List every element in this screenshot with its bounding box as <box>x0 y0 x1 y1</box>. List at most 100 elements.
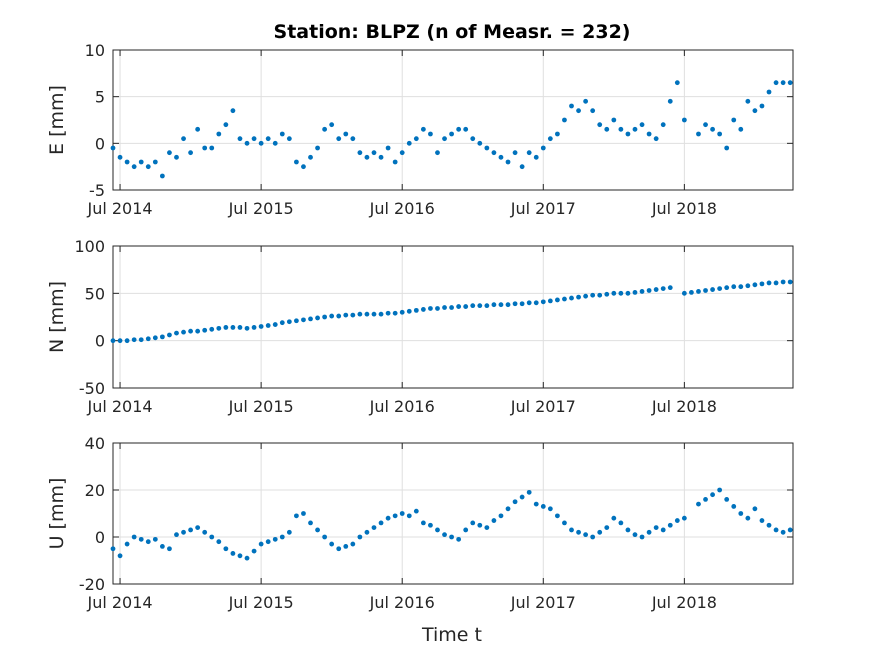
data-point <box>653 136 659 142</box>
data-point <box>773 80 779 86</box>
data-point <box>745 515 751 521</box>
data-point <box>223 325 229 330</box>
data-point <box>491 518 497 523</box>
data-point <box>519 164 525 170</box>
data-point <box>554 513 560 519</box>
panels: Jul 2014 Jul 2015 Jul 2016 Jul 2017 Jul 2018… <box>46 41 794 612</box>
data-point <box>308 316 313 322</box>
data-point <box>138 536 144 542</box>
data-point <box>533 501 539 507</box>
data-point <box>343 544 349 549</box>
x-tick-label: Jul 2014 <box>86 397 152 416</box>
data-point <box>752 108 758 114</box>
data-point <box>174 154 179 160</box>
data-point <box>731 117 737 123</box>
data-point <box>554 297 560 303</box>
data-point <box>350 541 356 547</box>
data-point <box>428 306 433 311</box>
data-point <box>202 529 208 535</box>
data-point <box>406 140 412 146</box>
data-point <box>604 525 610 530</box>
data-point <box>216 539 222 545</box>
y-tick-label: 100 <box>74 237 105 256</box>
data-point <box>498 513 504 519</box>
data-point <box>590 108 596 114</box>
data-point <box>632 126 638 132</box>
panel-U: Jul 2014 Jul 2015 Jul 2016 Jul 2017 Jul 2018… <box>46 434 794 612</box>
x-tick-label: Jul 2018 <box>651 593 717 612</box>
data-point <box>350 312 356 318</box>
data-point <box>674 80 680 86</box>
data-point <box>639 122 645 128</box>
data-point <box>703 288 708 293</box>
data-point <box>399 511 405 516</box>
data-point <box>265 136 271 142</box>
y-tick-label: 10 <box>85 41 105 60</box>
data-point <box>315 145 320 151</box>
data-point <box>611 515 617 521</box>
data-point <box>639 534 645 540</box>
y-tick-label: 20 <box>85 481 105 500</box>
data-point <box>597 529 603 535</box>
data-point <box>279 131 285 137</box>
data-point <box>244 555 250 561</box>
data-point <box>131 534 137 540</box>
data-point <box>547 136 553 142</box>
data-point <box>632 289 638 295</box>
data-point <box>604 126 610 132</box>
data-point <box>428 131 433 137</box>
data-point <box>681 290 687 296</box>
data-point <box>117 154 123 160</box>
data-point <box>569 527 574 533</box>
data-point <box>660 527 666 533</box>
data-point <box>251 548 257 554</box>
data-point <box>308 520 313 526</box>
data-point <box>710 287 715 292</box>
data-point <box>526 489 532 495</box>
data-point <box>449 131 454 137</box>
data-point <box>385 145 391 151</box>
data-point <box>286 529 292 535</box>
data-point <box>294 318 299 324</box>
axes-frame <box>112 245 794 389</box>
data-point <box>110 338 116 344</box>
data-point <box>470 136 476 142</box>
data-point <box>322 534 328 540</box>
data-point <box>167 150 172 156</box>
data-point <box>547 298 553 304</box>
data-point <box>583 532 589 538</box>
data-point <box>442 305 447 310</box>
data-point <box>540 504 546 509</box>
data-point <box>378 154 384 160</box>
panel-N: Jul 2014 Jul 2015 Jul 2016 Jul 2017 Jul 2018… <box>46 237 794 416</box>
data-point <box>371 150 377 156</box>
data-point <box>625 290 631 296</box>
data-point <box>569 295 574 301</box>
data-point <box>294 159 299 165</box>
data-point <box>364 154 370 160</box>
data-point <box>152 536 158 542</box>
data-point <box>773 527 779 533</box>
data-point <box>456 536 462 542</box>
data-point <box>258 541 264 547</box>
data-point <box>301 164 306 170</box>
data-point <box>773 280 779 286</box>
data-point <box>710 126 715 132</box>
data-point <box>357 534 363 540</box>
data-point <box>456 304 462 309</box>
data-point <box>752 282 758 288</box>
data-point <box>681 117 687 123</box>
data-point <box>265 323 271 328</box>
data-point <box>364 529 370 535</box>
data-point <box>152 159 158 165</box>
data-point <box>562 117 567 123</box>
x-tick-label: Jul 2017 <box>510 593 576 612</box>
data-point <box>611 117 617 123</box>
data-point <box>724 285 730 291</box>
data-point <box>145 539 151 545</box>
y-tick-label: 50 <box>85 284 105 303</box>
data-point <box>159 173 165 179</box>
x-axis-label: Time t <box>421 624 482 646</box>
y-tick-label: 0 <box>95 528 105 547</box>
data-point <box>357 150 363 156</box>
